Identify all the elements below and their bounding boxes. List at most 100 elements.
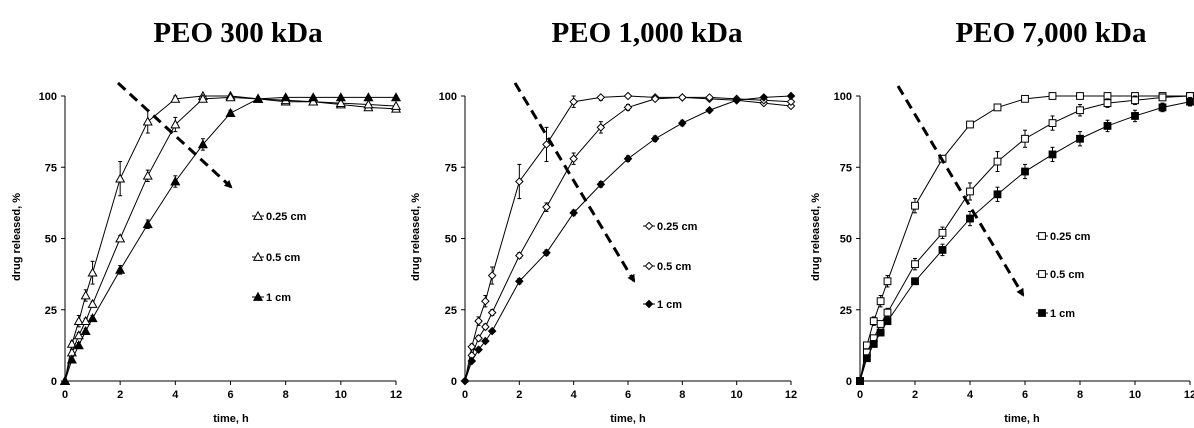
y-tick-label: 25 xyxy=(45,305,57,317)
legend-marker xyxy=(252,251,264,261)
data-point-1 xyxy=(66,354,77,364)
data-point-11 xyxy=(1076,106,1084,115)
data-point-7 xyxy=(569,97,578,107)
legend-symbol-0 xyxy=(252,291,264,301)
data-point-6 xyxy=(938,228,947,237)
data-point-9 xyxy=(623,103,633,112)
data-point-8 xyxy=(197,139,208,149)
y-tick-label: 50 xyxy=(45,234,57,246)
data-point-5 xyxy=(515,276,524,286)
legend-symbol-0 xyxy=(252,210,264,220)
legend-label: 0.5 cm xyxy=(1050,269,1084,281)
legend-marker xyxy=(1036,270,1048,278)
data-point-4 xyxy=(87,267,98,277)
data-point-12 xyxy=(1103,122,1112,130)
data-point-0 xyxy=(460,376,470,386)
series-1 xyxy=(59,92,402,385)
plot-area: 0 25 50 75 100 0 2 4 6 8 10 12 xyxy=(39,90,402,401)
data-point-8 xyxy=(596,123,606,132)
legend-symbol-0 xyxy=(252,251,264,261)
legend-marker xyxy=(252,210,264,220)
x-tick-label: 12 xyxy=(390,389,402,401)
data-point-9 xyxy=(623,154,633,164)
data-point-3 xyxy=(876,320,885,328)
data-point-4 xyxy=(487,308,497,317)
legend-symbol-0 xyxy=(644,261,654,271)
trend-arrow xyxy=(896,85,1025,297)
series-0 xyxy=(460,91,796,386)
data-point-5 xyxy=(911,201,919,210)
data-point-5 xyxy=(911,277,919,286)
data-point-7 xyxy=(569,154,578,164)
trend-arrow xyxy=(116,81,233,189)
legend-marker xyxy=(643,299,655,309)
y-tick-label: 25 xyxy=(445,305,457,317)
data-point-14 xyxy=(363,92,374,102)
data-point-4 xyxy=(883,308,892,317)
data-point-3 xyxy=(80,290,91,300)
series-line xyxy=(464,95,792,382)
data-point-0 xyxy=(856,377,864,385)
data-point-13 xyxy=(732,95,741,105)
x-axis-label: time, h xyxy=(213,413,249,425)
legend-symbol-0 xyxy=(1038,309,1046,317)
x-axis-label: time, h xyxy=(610,413,646,425)
x-tick-label: 8 xyxy=(283,389,289,401)
data-point-9 xyxy=(1021,167,1029,176)
data-point-10 xyxy=(1048,92,1057,100)
data-point-15 xyxy=(390,92,402,102)
data-point-5 xyxy=(115,264,126,274)
data-point-14 xyxy=(363,99,374,109)
series-0 xyxy=(59,90,402,385)
data-point-5 xyxy=(911,260,919,269)
x-tick-label: 8 xyxy=(1077,389,1083,401)
data-point-10 xyxy=(1048,119,1057,127)
data-point-6 xyxy=(142,219,153,229)
series-line xyxy=(859,101,1191,382)
legend-marker xyxy=(252,291,264,301)
y-tick-label: 0 xyxy=(451,376,457,388)
chart-panel-peo-7000: PEO 7,000 kDa drug released, % time, h 0… xyxy=(810,17,1194,425)
data-point-8 xyxy=(993,103,1002,112)
x-tick-label: 12 xyxy=(1184,389,1194,401)
data-point-14 xyxy=(759,93,769,102)
data-point-9 xyxy=(225,92,236,102)
data-point-14 xyxy=(1158,103,1167,112)
data-point-13 xyxy=(1131,112,1139,120)
data-point-12 xyxy=(1103,99,1112,108)
data-point-1 xyxy=(467,356,477,366)
legend-entry-2: 1 cm xyxy=(1036,308,1075,320)
data-point-9 xyxy=(623,91,633,101)
x-tick-label: 10 xyxy=(731,389,743,401)
data-point-11 xyxy=(678,93,687,102)
x-tick-label: 10 xyxy=(335,389,347,401)
legend-symbol-0 xyxy=(644,299,654,309)
legend-entry-2: 1 cm xyxy=(252,291,291,304)
data-point-13 xyxy=(335,97,346,107)
y-tick-label: 50 xyxy=(840,234,852,246)
legend-label: 1 cm xyxy=(266,292,291,304)
data-point-13 xyxy=(1131,96,1139,105)
data-point-3 xyxy=(80,315,91,326)
y-tick-label: 75 xyxy=(840,162,852,174)
legend-label: 0.5 cm xyxy=(266,252,300,264)
data-point-7 xyxy=(170,176,181,186)
data-point-13 xyxy=(335,92,346,102)
data-point-2 xyxy=(474,316,483,326)
data-point-3 xyxy=(876,328,885,337)
legend-symbol-0 xyxy=(1038,232,1046,240)
data-point-6 xyxy=(542,202,551,212)
legend-symbol-0 xyxy=(644,221,654,231)
data-point-6 xyxy=(142,170,153,180)
data-point-7 xyxy=(170,119,181,129)
y-axis-label: drug released, % xyxy=(11,193,23,281)
data-point-3 xyxy=(481,296,490,306)
x-tick-label: 4 xyxy=(172,389,179,401)
data-point-7 xyxy=(966,187,974,196)
data-point-3 xyxy=(481,322,490,332)
legend-label: 0.25 cm xyxy=(1050,231,1091,243)
data-point-7 xyxy=(170,93,181,103)
chart-title: PEO 7,000 kDa xyxy=(956,17,1147,49)
y-axis-label: drug released, % xyxy=(410,193,422,281)
